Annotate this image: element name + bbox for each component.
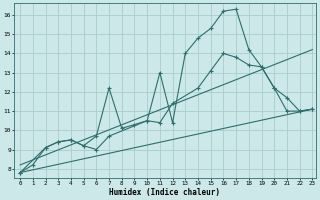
X-axis label: Humidex (Indice chaleur): Humidex (Indice chaleur) <box>109 188 220 197</box>
